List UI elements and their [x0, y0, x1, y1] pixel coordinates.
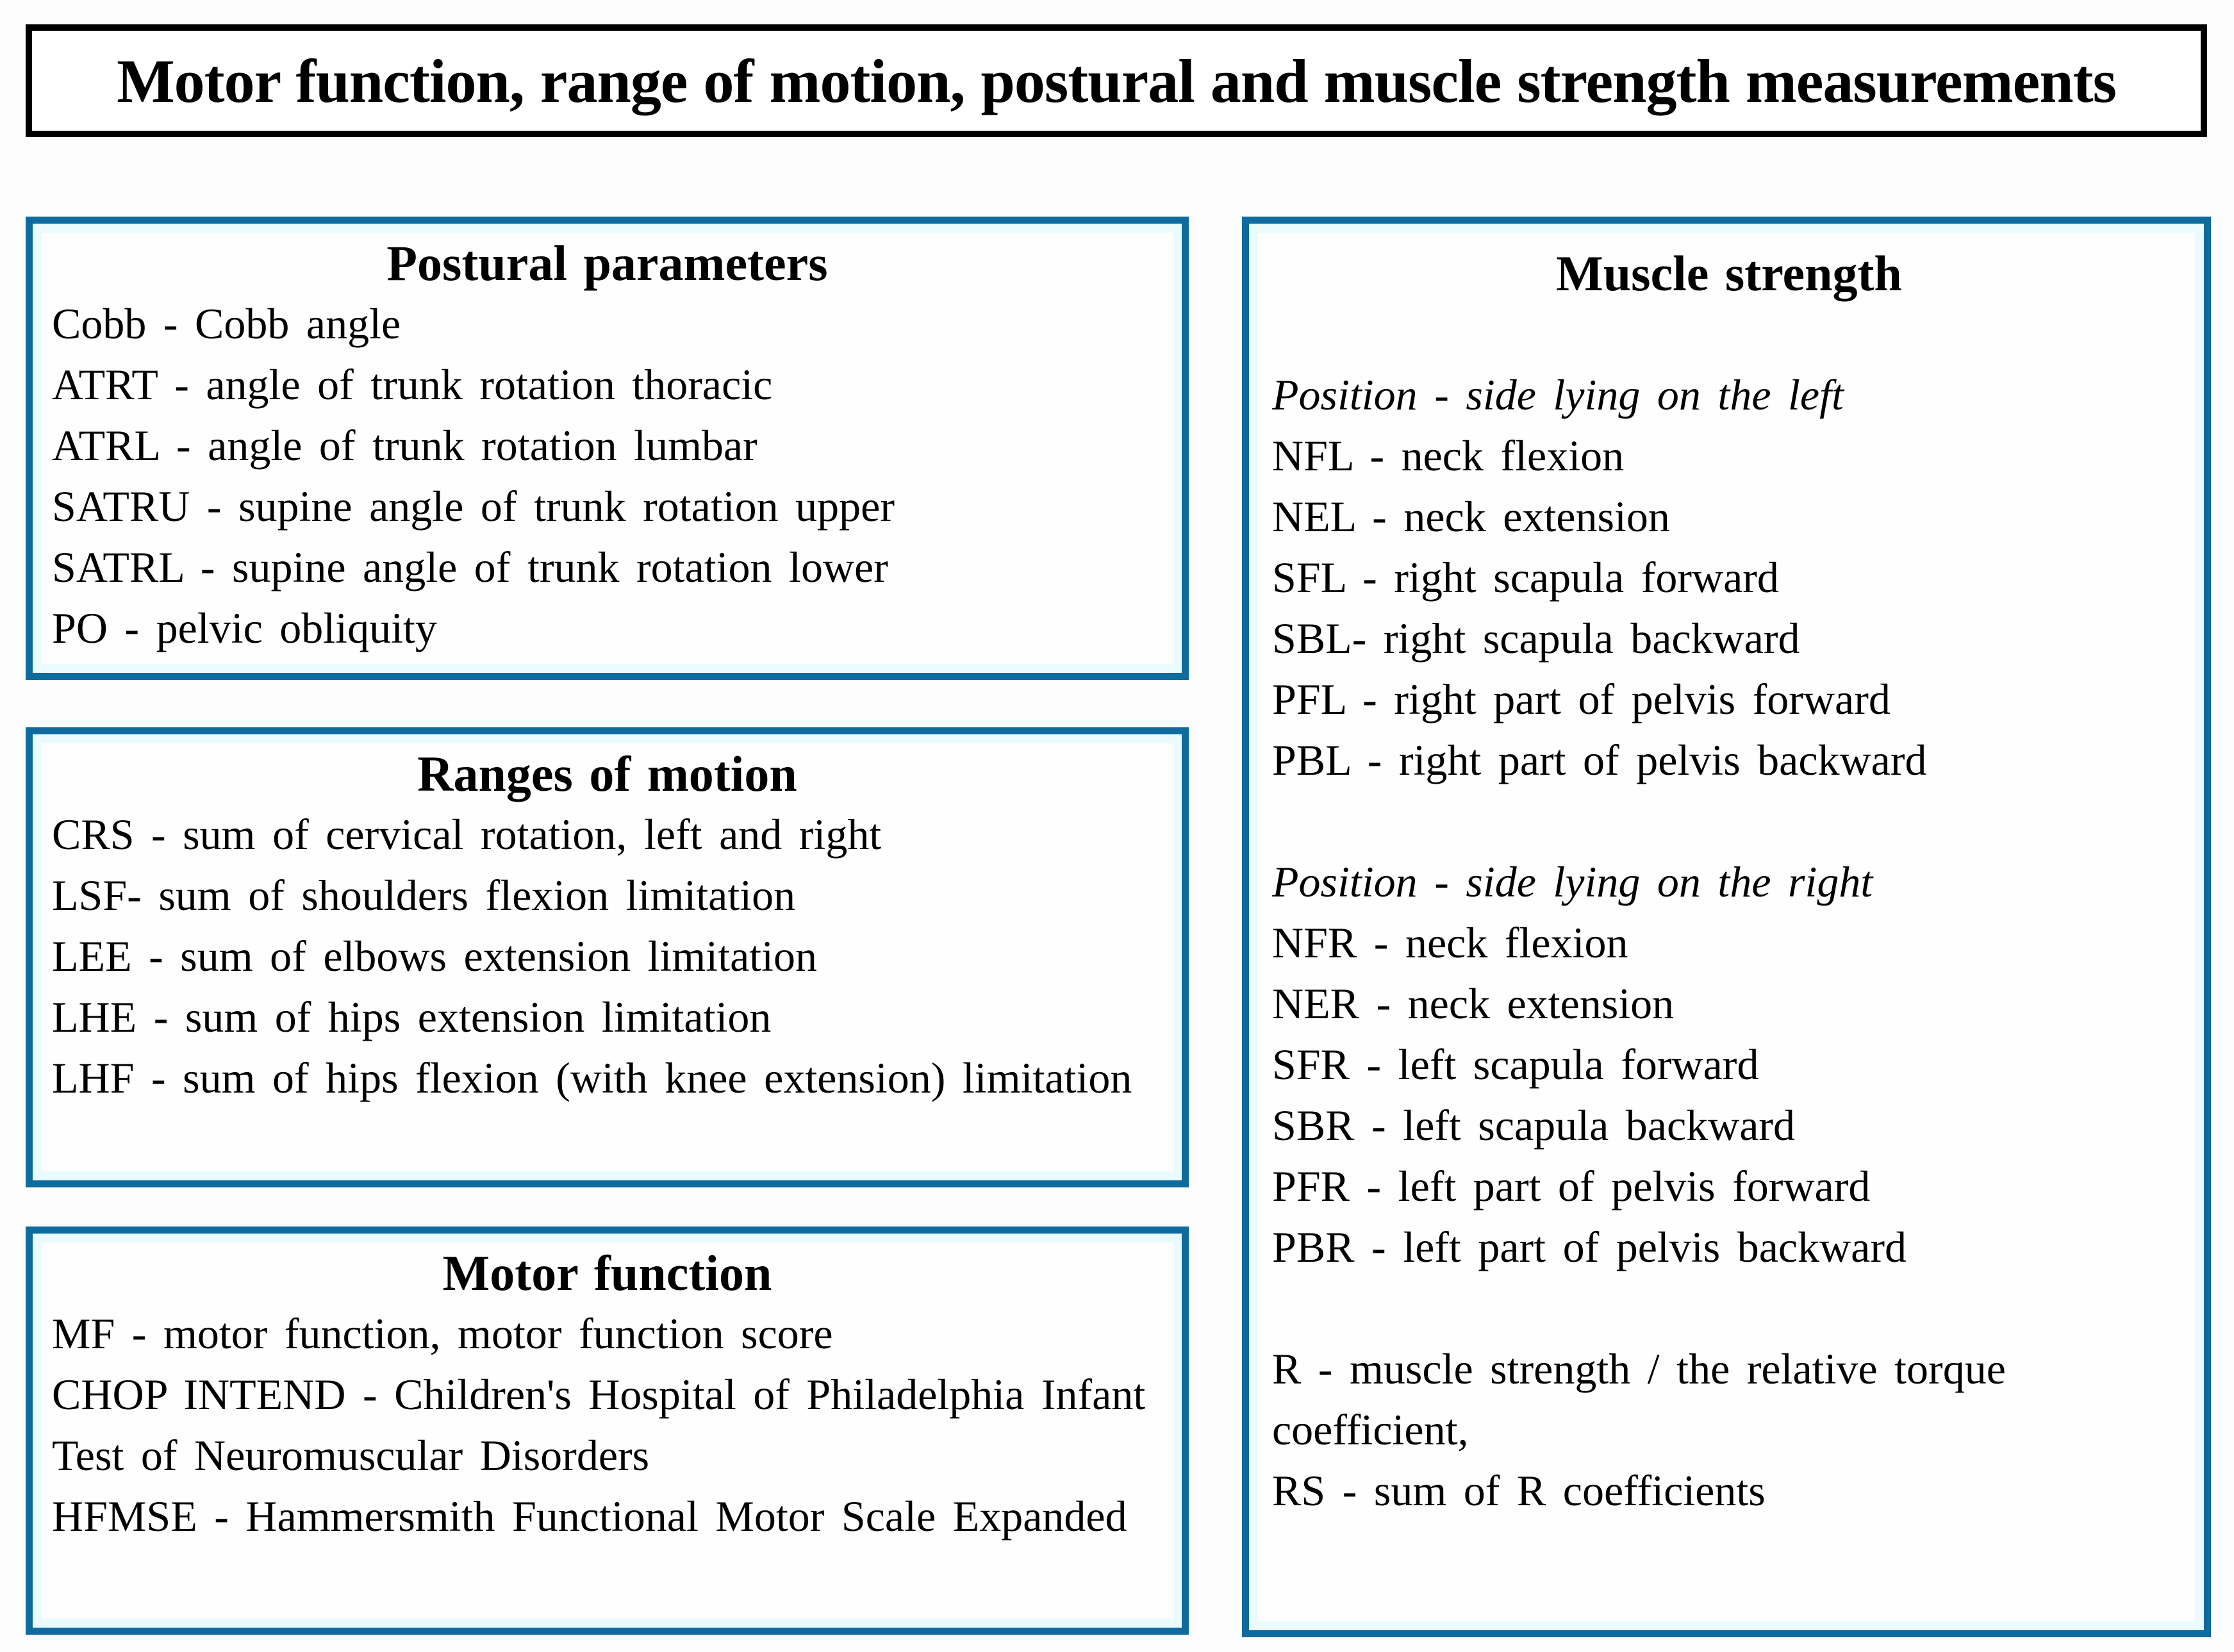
definition-line: NFR - neck flexion	[1272, 918, 1628, 967]
definition-line: SBL- right scapula backward	[1272, 614, 1800, 663]
definition-line: PBR - left part of pelvis backward	[1272, 1223, 1907, 1271]
definition-line: PO - pelvic obliquity	[52, 604, 437, 652]
motor-function-content: Motor function MF - motor function, moto…	[33, 1234, 1182, 1547]
blank-line	[1272, 791, 2186, 852]
blank-line	[1272, 1278, 2186, 1339]
definition-line: ATRT - angle of trunk rotation thoracic	[52, 360, 773, 409]
postural-parameters-box: Postural parameters Cobb - Cobb angle AT…	[26, 217, 1189, 680]
definition-line: NFL - neck flexion	[1272, 431, 1625, 480]
definition-line: PFL - right part of pelvis forward	[1272, 675, 1891, 723]
definition-line: R - muscle strength / the relative torqu…	[1272, 1344, 2006, 1454]
muscle-strength-box: Muscle strength Position - side lying on…	[1242, 217, 2211, 1637]
blank-line	[1272, 304, 2186, 365]
position-left-label: Position - side lying on the left	[1272, 370, 1844, 419]
definition-line: MF - motor function, motor function scor…	[52, 1309, 833, 1358]
definition-line: ATRL - angle of trunk rotation lumbar	[52, 421, 757, 470]
definition-line: LEE - sum of elbows extension limitation	[52, 932, 818, 980]
ranges-of-motion-box: Ranges of motion CRS - sum of cervical r…	[26, 727, 1189, 1187]
motor-function-box: Motor function MF - motor function, moto…	[26, 1227, 1189, 1635]
postural-parameters-content: Postural parameters Cobb - Cobb angle AT…	[33, 224, 1182, 659]
definition-line: HFMSE - Hammersmith Functional Motor Sca…	[52, 1492, 1127, 1540]
figure-title-box: Motor function, range of motion, postura…	[26, 24, 2207, 137]
definition-line: RS - sum of R coefficients	[1272, 1466, 1766, 1515]
postural-parameters-heading: Postural parameters	[386, 235, 828, 291]
definition-line: Cobb - Cobb angle	[52, 299, 401, 348]
definition-line: CHOP INTEND - Children's Hospital of Phi…	[52, 1370, 1146, 1480]
definition-line: SFR - left scapula forward	[1272, 1040, 1759, 1089]
definition-line: NEL - neck extension	[1272, 492, 1670, 541]
definition-line: NER - neck extension	[1272, 979, 1675, 1028]
motor-function-heading: Motor function	[442, 1245, 772, 1301]
ranges-of-motion-heading: Ranges of motion	[417, 746, 797, 802]
muscle-strength-heading: Muscle strength	[1556, 245, 1902, 301]
muscle-strength-content: Muscle strength Position - side lying on…	[1249, 224, 2204, 1521]
definition-line: SBR - left scapula backward	[1272, 1101, 1796, 1150]
definition-line: SATRU - supine angle of trunk rotation u…	[52, 482, 895, 531]
definition-line: SATRL - supine angle of trunk rotation l…	[52, 543, 888, 591]
definition-line: LHF - sum of hips flexion (with knee ext…	[52, 1053, 1132, 1102]
ranges-of-motion-content: Ranges of motion CRS - sum of cervical r…	[33, 734, 1182, 1109]
definition-line: SFL - right scapula forward	[1272, 553, 1779, 602]
definition-line: CRS - sum of cervical rotation, left and…	[52, 810, 882, 859]
position-right-label: Position - side lying on the right	[1272, 857, 1873, 906]
definition-line: PBL - right part of pelvis backward	[1272, 736, 1927, 784]
definition-line: LSF- sum of shoulders flexion limitation	[52, 871, 796, 920]
definition-line: PFR - left part of pelvis forward	[1272, 1162, 1871, 1210]
figure-title: Motor function, range of motion, postura…	[117, 46, 2117, 115]
definition-line: LHE - sum of hips extension limitation	[52, 993, 772, 1041]
